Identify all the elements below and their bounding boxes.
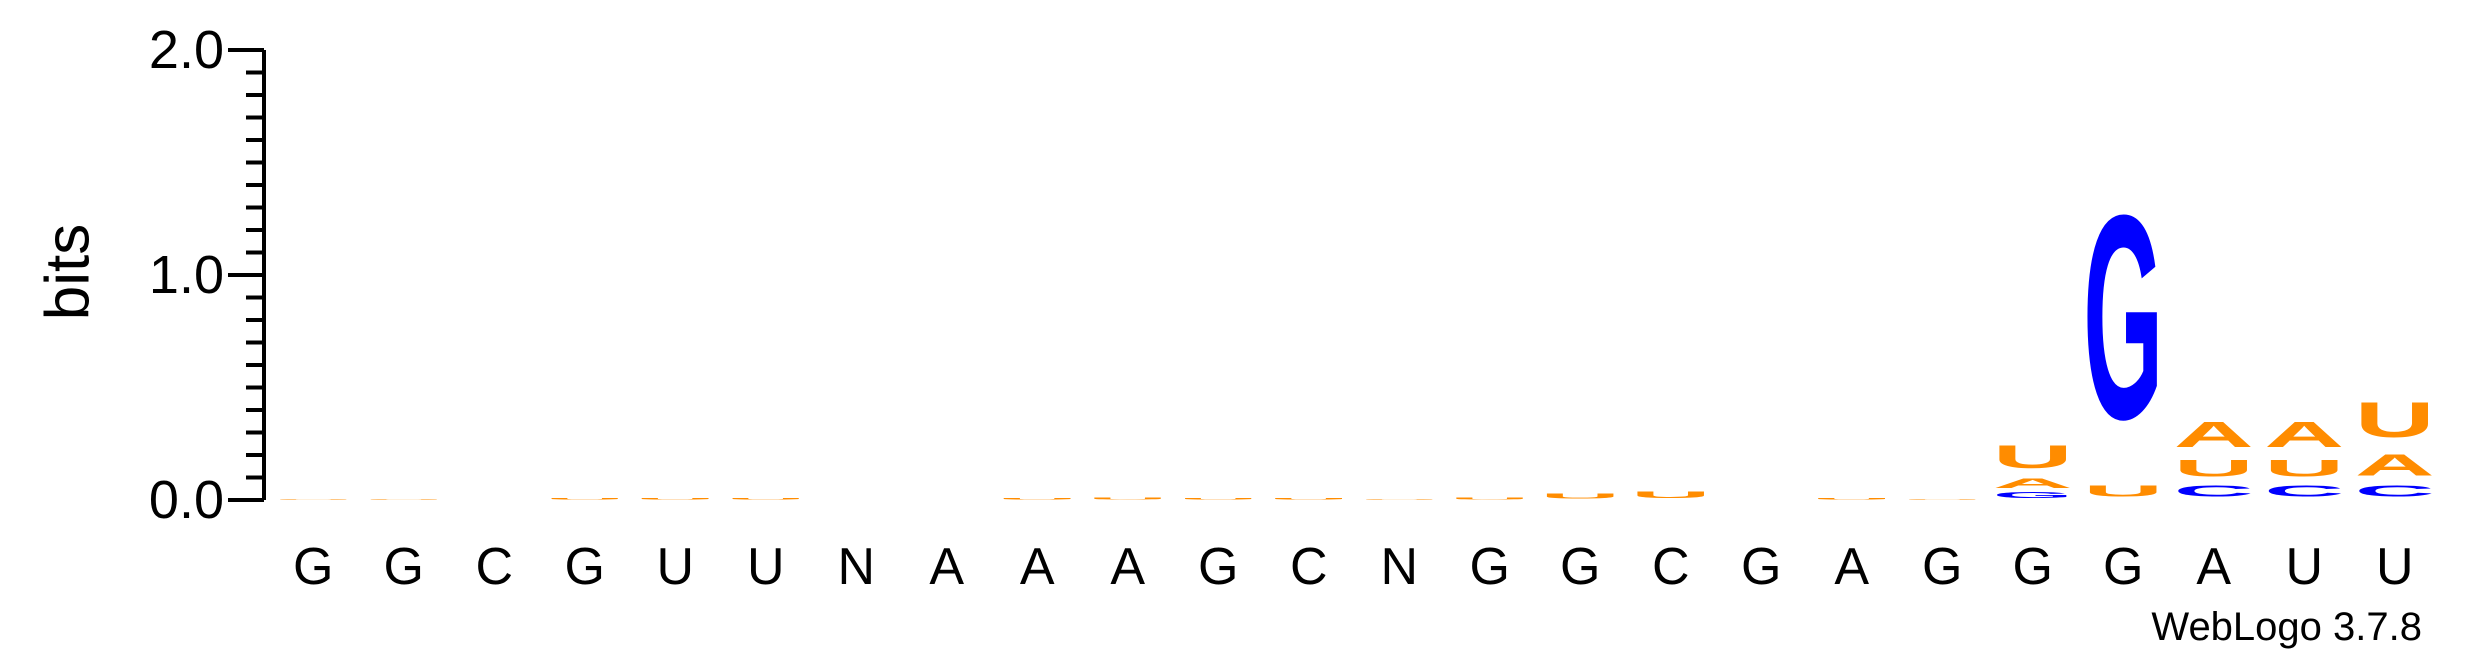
logo-letter-U: U [1450,497,1530,500]
position-label: N [837,538,875,596]
logo-letter-U: U [2355,392,2435,448]
logo-letter-U: U [545,498,625,500]
position-label: G [1741,538,1781,596]
position-label: A [1110,538,1145,596]
weblogo-credit: WebLogo 3.7.8 [2151,605,2422,649]
logo-letter-A: A [2264,415,2344,455]
position-label: A [2196,538,2231,596]
logo-letter-G: G [2083,155,2163,480]
logo-letter-U: U [1631,490,1711,500]
logo-letter-U: U [1993,439,2073,475]
logo-letter-C: C [2264,482,2344,500]
logo-letter-U: U [2174,455,2254,482]
position-label: G [1560,538,1600,596]
logo-letter-U: U [1088,497,1168,500]
logo-letter-U: U [364,499,444,500]
logo-letter-C: C [2174,482,2254,500]
logo-letter-U: U [2264,455,2344,482]
logo-letter-A: A [2355,449,2435,482]
position-label: G [1198,538,1238,596]
y-axis-ticks: 0.0 1.0 2.0 [149,20,264,530]
position-label: N [1380,538,1418,596]
position-label: A [929,538,964,596]
logo-letter-U: U [1902,499,1982,500]
position-label: G [384,538,424,596]
y-tick-label: 1.0 [149,245,224,305]
logo-letter-G: G [1993,491,2073,500]
logo-letter-U: U [1178,498,1258,500]
logo-letter-U: U [1812,498,1892,500]
logo-letter-U: U [726,498,806,500]
y-tick-label: 0.0 [149,470,224,530]
logo-letter-A: A [1993,475,2073,491]
logo-letter-U: U [1359,499,1439,500]
position-label: U [656,538,694,596]
position-label: G [293,538,333,596]
logo-letter-U: U [1540,492,1620,500]
position-label: C [1652,538,1690,596]
position-label: C [1290,538,1328,596]
position-label: A [1834,538,1869,596]
position-label: G [1922,538,1962,596]
position-label: U [2285,538,2323,596]
position-label: A [1020,538,1055,596]
position-label: U [2376,538,2414,596]
position-label: G [565,538,605,596]
logo-letter-U: U [1269,498,1349,500]
y-tick-label: 2.0 [149,20,224,80]
logo-letter-U: U [2083,482,2163,500]
position-label: G [1470,538,1510,596]
logo-letter-A: A [2174,415,2254,455]
logo-letter-U: U [997,498,1077,500]
position-label: G [2013,538,2053,596]
logo-letter-U: U [273,499,353,500]
y-axis-title: bits [33,224,102,320]
position-label: U [747,538,785,596]
position-label: C [475,538,513,596]
logo-letter-C: C [2355,482,2435,500]
position-label: G [2103,538,2143,596]
logo-letter-U: U [635,498,715,500]
